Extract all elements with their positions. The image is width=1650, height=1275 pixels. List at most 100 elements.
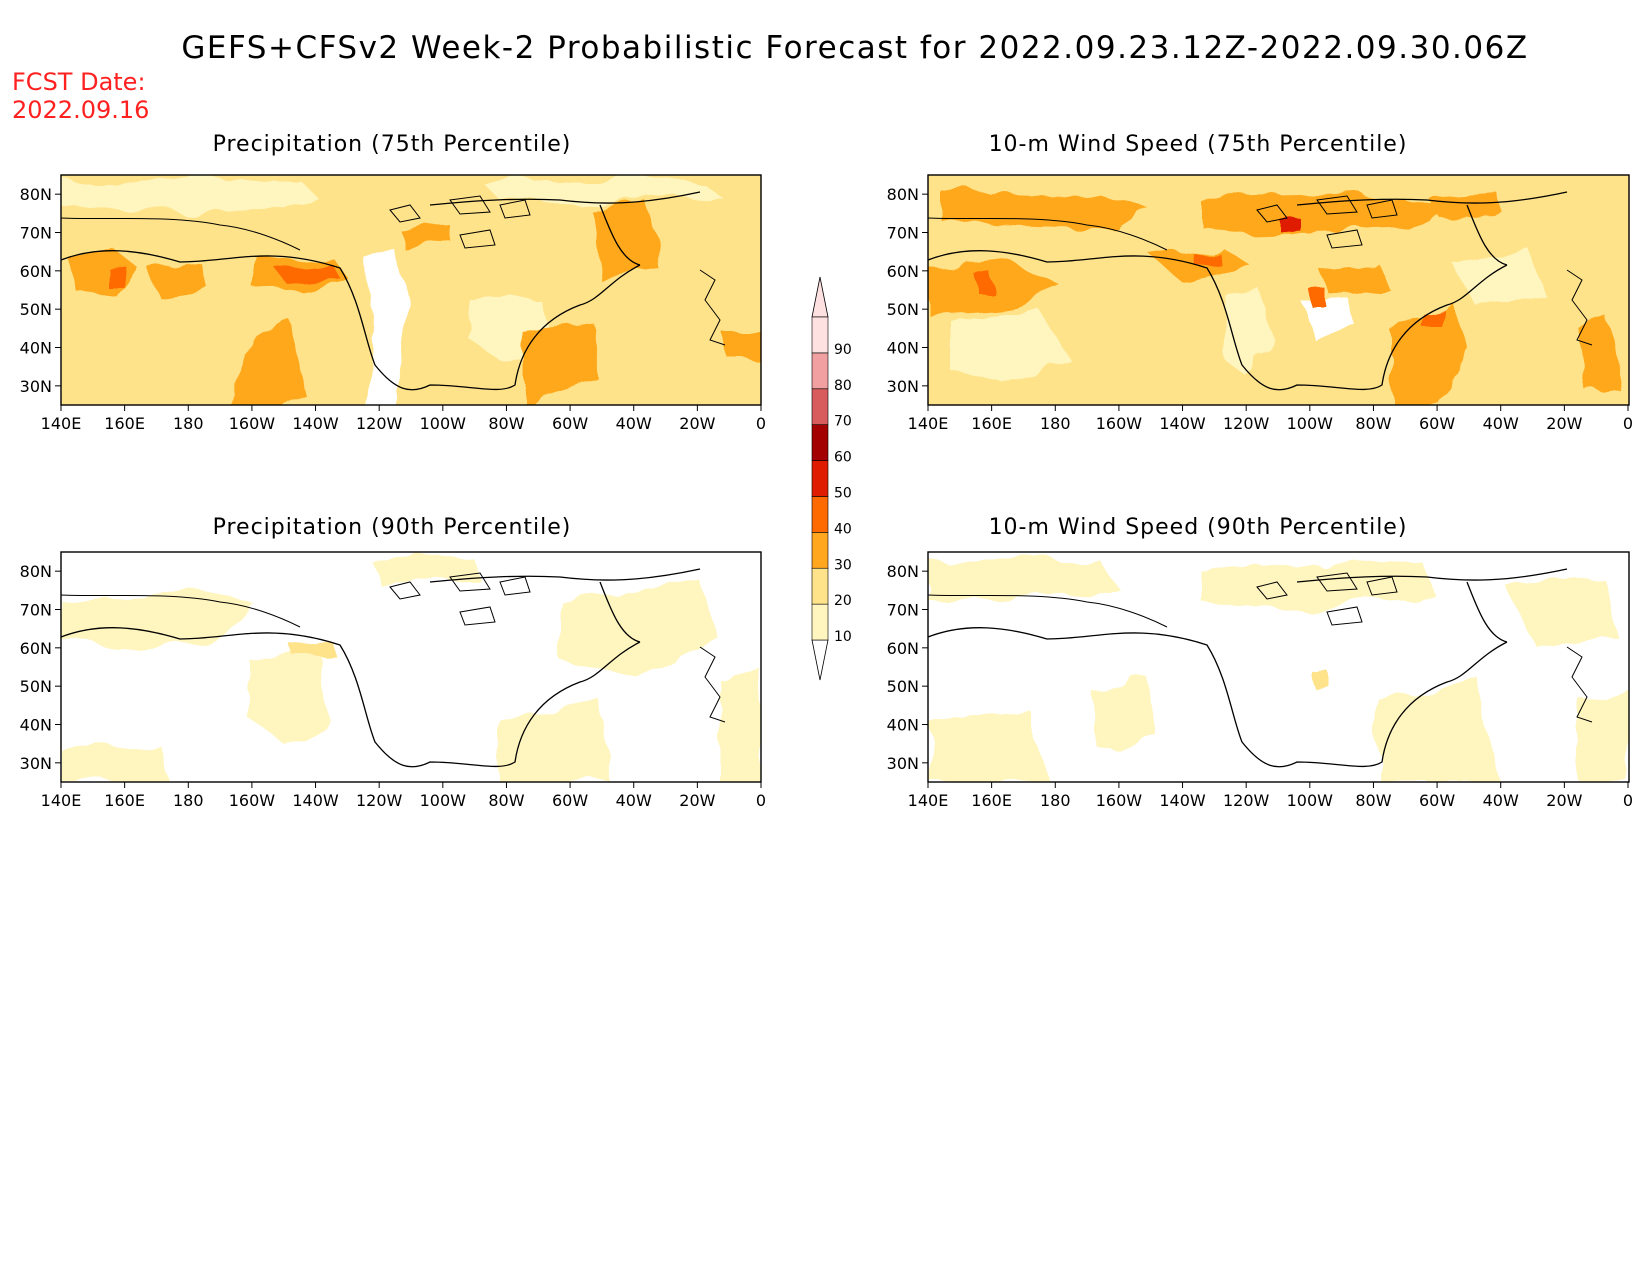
lon-tick-label: 160E	[971, 791, 1012, 810]
panel-title-precip-75: Precipitation (75th Percentile)	[212, 132, 572, 157]
colorbar-swatch	[811, 352, 829, 390]
lat-tick-label: 40N	[887, 339, 919, 358]
lon-tick-label: 0	[756, 414, 766, 433]
lat-tick-label: 30N	[20, 754, 52, 773]
lat-tick-label: 60N	[20, 639, 52, 658]
lat-tick-label: 60N	[887, 639, 919, 658]
lat-tick-label: 30N	[20, 377, 52, 396]
main-title: GEFS+CFSv2 Week-2 Probabilistic Forecast…	[181, 30, 1529, 66]
lon-tick-label: 140E	[908, 791, 949, 810]
lat-tick-label: 30N	[887, 377, 919, 396]
lat-tick-label: 70N	[887, 601, 919, 620]
lat-tick-label: 60N	[20, 262, 52, 281]
lat-tick-label: 30N	[887, 754, 919, 773]
lat-tick-label: 70N	[887, 224, 919, 243]
lat-tick-label: 50N	[887, 300, 919, 319]
lat-tick-label: 80N	[20, 185, 52, 204]
lon-tick-label: 160W	[1096, 414, 1143, 433]
lat-tick-label: 50N	[20, 300, 52, 319]
lon-tick-label: 160E	[104, 791, 145, 810]
lon-tick-label: 40W	[1483, 414, 1519, 433]
lat-tick-label: 70N	[20, 601, 52, 620]
lon-tick-label: 40W	[1483, 791, 1519, 810]
colorbar-label: 10	[834, 629, 852, 645]
map-panel-wind-75	[927, 174, 1630, 406]
lat-tick-label: 60N	[887, 262, 919, 281]
colorbar-label: 40	[834, 521, 852, 537]
lat-tick-label: 40N	[20, 339, 52, 358]
lon-tick-label: 40W	[616, 791, 652, 810]
colorbar-label: 30	[834, 557, 852, 573]
colorbar-swatch	[811, 424, 829, 461]
lon-tick-label: 140W	[292, 791, 339, 810]
lon-tick-label: 140W	[1159, 414, 1206, 433]
lon-tick-label: 160W	[1096, 791, 1143, 810]
lon-tick-label: 140E	[41, 414, 82, 433]
lon-tick-label: 20W	[679, 414, 715, 433]
lon-tick-label: 100W	[1287, 414, 1334, 433]
lon-tick-label: 120W	[356, 414, 403, 433]
lon-tick-label: 0	[1623, 414, 1633, 433]
colorbar-label: 70	[834, 414, 852, 430]
lon-tick-label: 120W	[1223, 791, 1270, 810]
lon-tick-label: 140E	[908, 414, 949, 433]
axis-labels: 140E 160E 180 160W 140W 120W 100W 80W 60W 40W 20W 0…	[20, 185, 1633, 810]
lon-tick-label: 0	[756, 791, 766, 810]
lon-tick-label: 100W	[420, 414, 467, 433]
lon-tick-label: 160W	[229, 414, 276, 433]
colorbar-label: 80	[834, 378, 852, 394]
lon-tick-label: 20W	[679, 791, 715, 810]
lon-tick-label: 80W	[1355, 791, 1391, 810]
panel-title-wind-90: 10-m Wind Speed (90th Percentile)	[988, 515, 1408, 540]
colorbar-legend: 10 20 30 40 50 60 70 80 90	[811, 276, 852, 681]
lon-tick-label: 20W	[1546, 414, 1582, 433]
colorbar-swatch	[811, 567, 829, 605]
colorbar-swatch	[811, 316, 829, 354]
lat-tick-label: 80N	[887, 185, 919, 204]
lon-tick-label: 60W	[552, 414, 588, 433]
colorbar-swatch	[811, 532, 829, 569]
fcst-date-label: FCST Date:	[12, 68, 146, 96]
panel-title-wind-75: 10-m Wind Speed (75th Percentile)	[988, 132, 1408, 157]
lon-tick-label: 100W	[420, 791, 467, 810]
lon-tick-label: 160E	[104, 414, 145, 433]
lon-tick-label: 20W	[1546, 791, 1582, 810]
lon-tick-label: 180	[1040, 791, 1071, 810]
lat-tick-label: 40N	[887, 716, 919, 735]
lon-tick-label: 120W	[1223, 414, 1270, 433]
lon-tick-label: 60W	[1419, 414, 1455, 433]
lon-tick-label: 140W	[292, 414, 339, 433]
colorbar-top-arrow	[811, 276, 829, 318]
lat-tick-label: 50N	[887, 677, 919, 696]
lon-tick-label: 80W	[488, 791, 524, 810]
colorbar-label: 50	[834, 486, 852, 502]
map-panel-wind-90	[927, 551, 1630, 783]
colorbar-label: 60	[834, 450, 852, 466]
lat-tick-label: 80N	[20, 562, 52, 581]
lon-tick-label: 0	[1623, 791, 1633, 810]
forecast-date-block: FCST Date: 2022.09.16	[12, 68, 149, 124]
lon-tick-label: 100W	[1287, 791, 1334, 810]
lat-tick-label: 80N	[887, 562, 919, 581]
lon-tick-label: 80W	[1355, 414, 1391, 433]
colorbar-swatch	[811, 603, 829, 641]
lon-tick-label: 40W	[616, 414, 652, 433]
lon-tick-label: 160W	[229, 791, 276, 810]
colorbar-label: 90	[834, 342, 852, 358]
lon-tick-label: 180	[173, 791, 204, 810]
lat-tick-label: 50N	[20, 677, 52, 696]
lon-tick-label: 80W	[488, 414, 524, 433]
fcst-date-value: 2022.09.16	[12, 96, 150, 124]
colorbar-swatch	[811, 496, 829, 533]
map-panel-precip-75	[60, 174, 762, 406]
lon-tick-label: 140W	[1159, 791, 1206, 810]
lat-tick-label: 70N	[20, 224, 52, 243]
lon-tick-label: 140E	[41, 791, 82, 810]
lon-tick-label: 160E	[971, 414, 1012, 433]
map-panel-precip-90	[60, 551, 762, 783]
colorbar-bottom-arrow	[811, 639, 829, 681]
lat-tick-label: 40N	[20, 716, 52, 735]
colorbar-swatch	[811, 460, 829, 497]
lon-tick-label: 180	[1040, 414, 1071, 433]
